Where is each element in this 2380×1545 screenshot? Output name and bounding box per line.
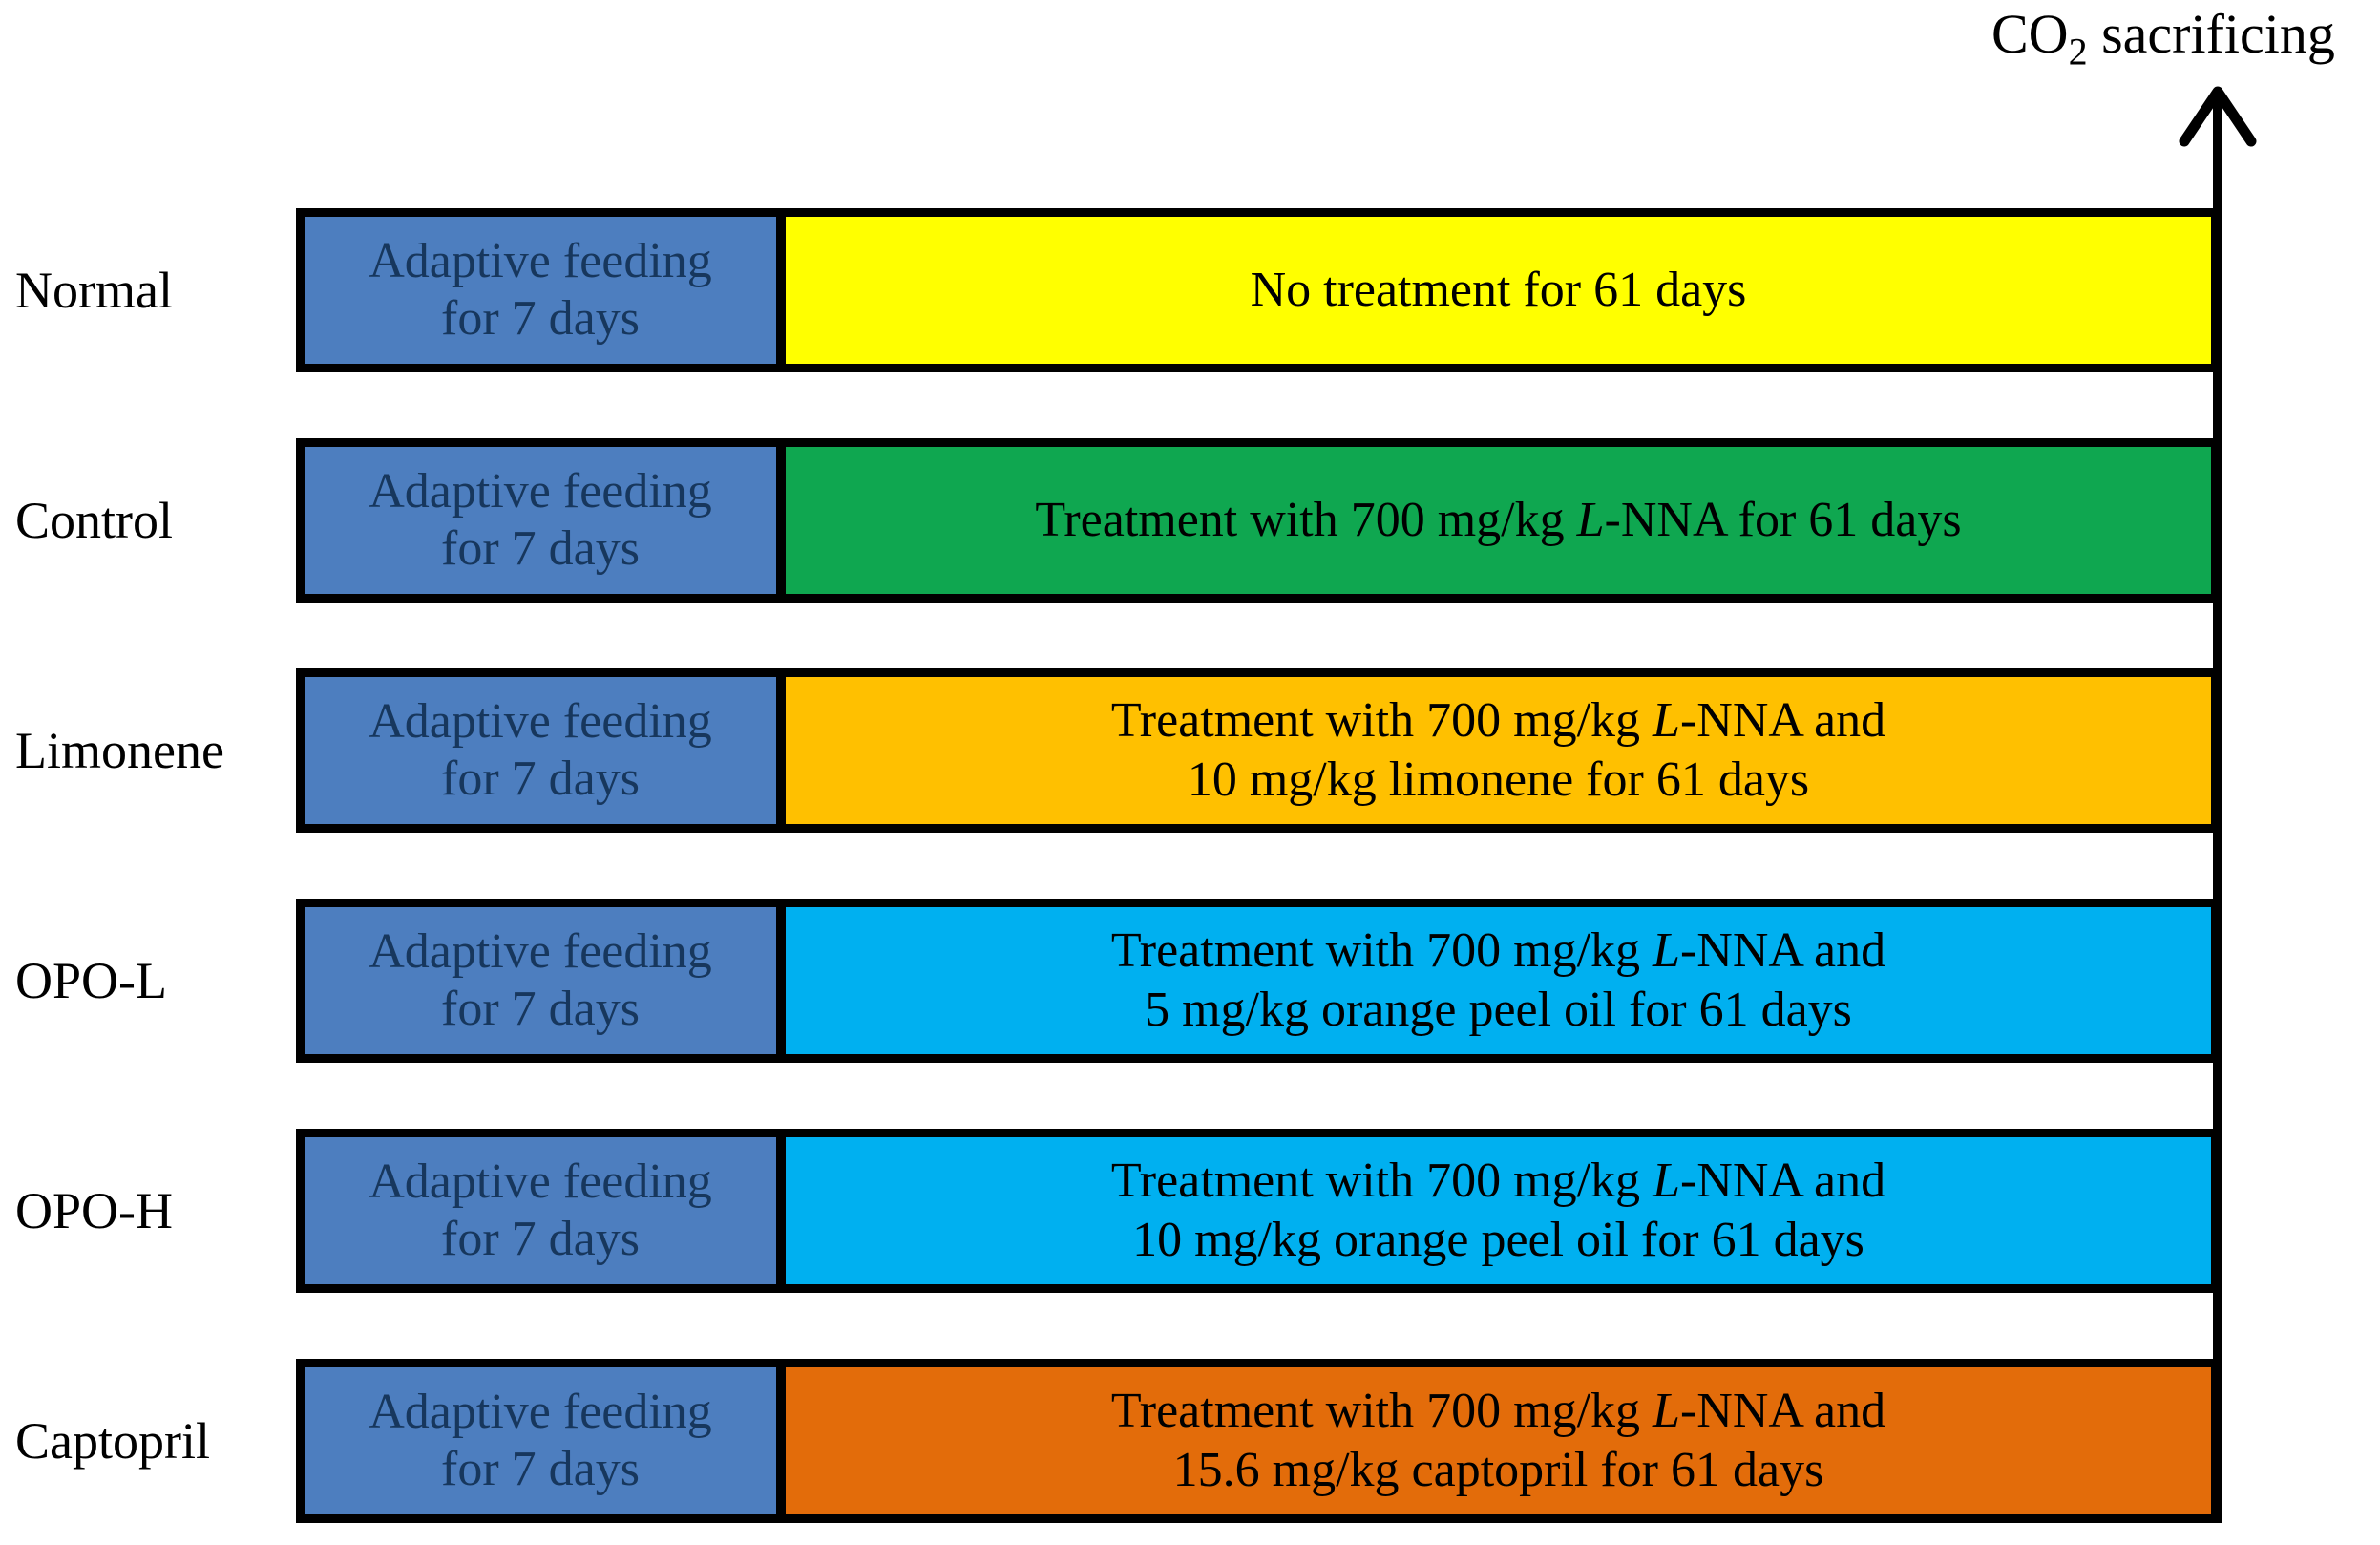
timeline-row-opo-l: Adaptive feeding for 7 days Treatment wi… bbox=[296, 899, 2220, 1063]
feeding-line2: for 7 days bbox=[441, 1212, 640, 1266]
timeline-row-opo-h: Adaptive feeding for 7 days Treatment wi… bbox=[296, 1129, 2220, 1293]
treatment-line1: Treatment with 700 mg/kg L-NNA and bbox=[1110, 693, 1886, 748]
feeding-line1: Adaptive feeding bbox=[369, 464, 712, 519]
group-label-limonene: Limonene bbox=[15, 722, 224, 779]
feeding-line1: Adaptive feeding bbox=[369, 1154, 712, 1209]
adaptive-feeding-box: Adaptive feeding for 7 days bbox=[305, 1137, 786, 1284]
feeding-line1: Adaptive feeding bbox=[369, 924, 712, 979]
treatment-box-limonene: Treatment with 700 mg/kg L-NNA and 10 mg… bbox=[786, 677, 2211, 824]
adaptive-feeding-box: Adaptive feeding for 7 days bbox=[305, 447, 786, 594]
adaptive-feeding-box: Adaptive feeding for 7 days bbox=[305, 907, 786, 1054]
feeding-line2: for 7 days bbox=[441, 982, 640, 1036]
treatment-box-opo-h: Treatment with 700 mg/kg L-NNA and 10 mg… bbox=[786, 1137, 2211, 1284]
treatment-box-captopril: Treatment with 700 mg/kg L-NNA and 15.6 … bbox=[786, 1367, 2211, 1514]
treatment-line2: 15.6 mg/kg captopril for 61 days bbox=[1172, 1443, 1824, 1497]
co2-sacrificing-label: CO2 sacrificing bbox=[1991, 2, 2335, 74]
treatment-line1: Treatment with 700 mg/kg L-NNA and bbox=[1110, 1384, 1886, 1438]
co2-subscript: 2 bbox=[2068, 30, 2088, 74]
group-label-opo-l: OPO-L bbox=[15, 952, 167, 1009]
adaptive-feeding-box: Adaptive feeding for 7 days bbox=[305, 1367, 786, 1514]
treatment-line1: Treatment with 700 mg/kg L-NNA for 61 da… bbox=[1035, 493, 1962, 547]
co2-text: CO bbox=[1991, 3, 2069, 65]
treatment-line1: Treatment with 700 mg/kg L-NNA and bbox=[1110, 923, 1886, 978]
feeding-line2: for 7 days bbox=[441, 1442, 640, 1496]
treatment-box-control: Treatment with 700 mg/kg L-NNA for 61 da… bbox=[786, 447, 2211, 594]
sacrificing-text: sacrificing bbox=[2087, 3, 2335, 65]
treatment-line2: 5 mg/kg orange peel oil for 61 days bbox=[1145, 983, 1852, 1037]
up-arrow-icon bbox=[2179, 86, 2257, 147]
treatment-box-opo-l: Treatment with 700 mg/kg L-NNA and 5 mg/… bbox=[786, 907, 2211, 1054]
feeding-line2: for 7 days bbox=[441, 521, 640, 576]
group-label-normal: Normal bbox=[15, 262, 173, 319]
treatment-line1: No treatment for 61 days bbox=[1250, 263, 1747, 317]
adaptive-feeding-box: Adaptive feeding for 7 days bbox=[305, 677, 786, 824]
group-label-captopril: Captopril bbox=[15, 1412, 210, 1470]
feeding-line2: for 7 days bbox=[441, 291, 640, 346]
timeline-row-control: Adaptive feeding for 7 days Treatment wi… bbox=[296, 438, 2220, 603]
feeding-line1: Adaptive feeding bbox=[369, 1385, 712, 1439]
timeline-row-captopril: Adaptive feeding for 7 days Treatment wi… bbox=[296, 1359, 2220, 1523]
group-label-control: Control bbox=[15, 492, 174, 549]
feeding-line1: Adaptive feeding bbox=[369, 234, 712, 288]
feeding-line2: for 7 days bbox=[441, 751, 640, 806]
treatment-line1: Treatment with 700 mg/kg L-NNA and bbox=[1110, 1153, 1886, 1208]
feeding-line1: Adaptive feeding bbox=[369, 694, 712, 749]
timeline-row-normal: Adaptive feeding for 7 days No treatment… bbox=[296, 208, 2220, 372]
timeline-row-limonene: Adaptive feeding for 7 days Treatment wi… bbox=[296, 668, 2220, 833]
treatment-line2: 10 mg/kg orange peel oil for 61 days bbox=[1132, 1213, 1864, 1267]
adaptive-feeding-box: Adaptive feeding for 7 days bbox=[305, 217, 786, 364]
group-label-opo-h: OPO-H bbox=[15, 1182, 174, 1239]
treatment-line2: 10 mg/kg limonene for 61 days bbox=[1187, 752, 1810, 807]
treatment-box-normal: No treatment for 61 days bbox=[786, 217, 2211, 364]
